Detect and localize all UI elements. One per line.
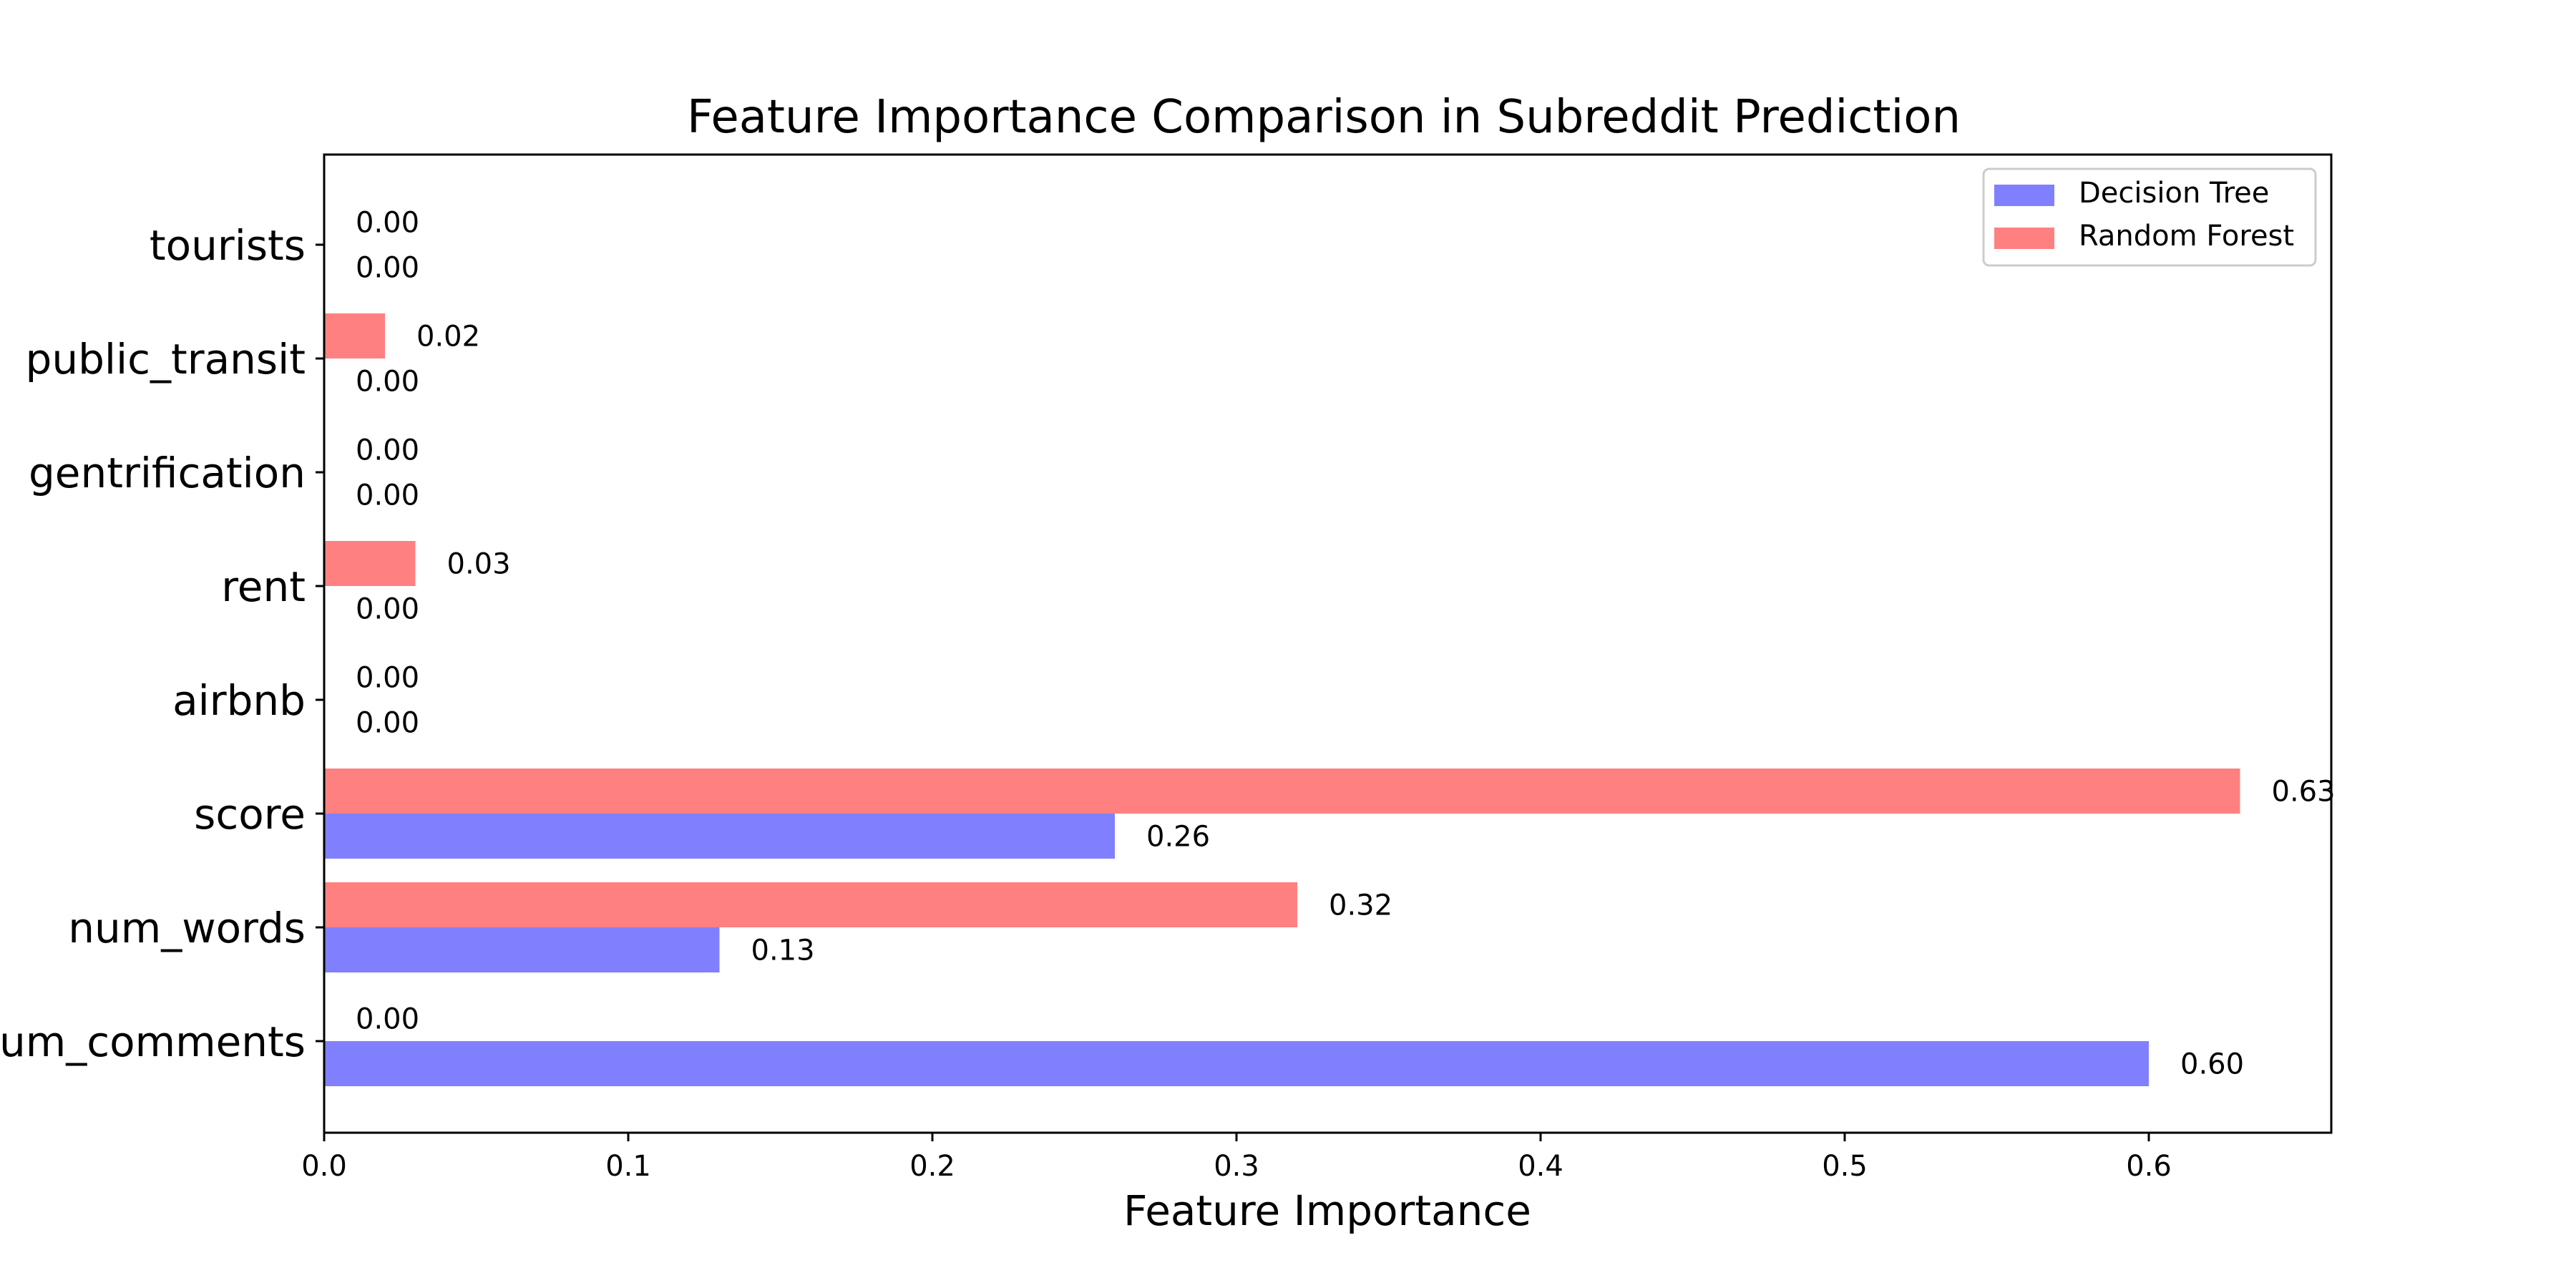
value-label-random-forest-tourists: 0.00 — [356, 207, 419, 240]
value-label-decision-tree-airbnb: 0.00 — [356, 707, 419, 740]
legend: Decision Tree Random Forest — [1982, 167, 2317, 267]
x-axis-label: Feature Importance — [1123, 1186, 1531, 1235]
legend-swatch-random-forest — [1994, 228, 2054, 249]
y-tick-label-num-words: num_words — [68, 904, 306, 952]
bar-random-forest-num-words — [324, 882, 1297, 927]
bar-decision-tree-num-words — [324, 927, 720, 972]
y-tick-label-public-transit: public_transit — [26, 335, 306, 384]
y-tick-label-rent: rent — [221, 562, 306, 611]
value-label-random-forest-num-comments: 0.00 — [356, 1003, 419, 1036]
legend-label-decision-tree: Decision Tree — [2079, 177, 2269, 210]
value-label-random-forest-public-transit: 0.02 — [416, 321, 480, 353]
bar-random-forest-score — [324, 769, 2240, 814]
value-label-decision-tree-rent: 0.00 — [356, 593, 419, 626]
bar-decision-tree-num-comments — [324, 1041, 2149, 1086]
x-tick-label-4: 0.4 — [1518, 1150, 1563, 1183]
value-label-random-forest-gentrification: 0.00 — [356, 434, 419, 467]
bar-decision-tree-score — [324, 814, 1115, 859]
y-tick-label-airbnb: airbnb — [172, 676, 306, 725]
x-tick-label-1: 0.1 — [605, 1150, 651, 1183]
y-tick-label-score: score — [194, 790, 306, 839]
x-tick-label-6: 0.6 — [2126, 1150, 2172, 1183]
chart-title: Feature Importance Comparison in Subredd… — [687, 91, 1961, 144]
value-label-decision-tree-tourists: 0.00 — [356, 252, 419, 285]
value-label-decision-tree-num-words: 0.13 — [751, 935, 815, 967]
y-tick-label-num-comments: num_comments — [0, 1018, 306, 1066]
value-labels-layer: 0.60 0.00 0.13 0.32 0.26 0.63 0.00 0.00 0.00 0.03… — [356, 207, 2336, 1081]
value-label-decision-tree-gentrification: 0.00 — [356, 479, 419, 512]
value-label-decision-tree-num-comments: 0.60 — [2180, 1048, 2244, 1081]
plot-area-frame — [323, 153, 2333, 1134]
y-tick-label-gentrification: gentrification — [29, 449, 306, 497]
bar-random-forest-public-transit — [324, 313, 385, 358]
legend-frame — [1982, 167, 2317, 267]
value-label-decision-tree-score: 0.26 — [1146, 821, 1210, 854]
y-axis: num_comments num_words score airbnb rent gent… — [0, 221, 324, 1066]
value-label-random-forest-rent: 0.03 — [447, 548, 511, 581]
x-axis: 0.0 0.1 0.2 0.3 0.4 0.5 0.6 — [301, 1133, 2172, 1183]
value-label-random-forest-airbnb: 0.00 — [356, 662, 419, 695]
x-tick-label-0: 0.0 — [301, 1150, 347, 1183]
bars-layer — [324, 313, 2240, 1086]
bar-random-forest-rent — [324, 541, 416, 586]
y-tick-label-tourists: tourists — [150, 221, 306, 270]
legend-label-random-forest: Random Forest — [2079, 220, 2294, 253]
x-tick-label-2: 0.2 — [909, 1150, 955, 1183]
value-label-random-forest-score: 0.63 — [2272, 776, 2336, 809]
value-label-random-forest-num-words: 0.32 — [1329, 889, 1392, 922]
x-tick-label-5: 0.5 — [1822, 1150, 1868, 1183]
value-label-decision-tree-public-transit: 0.00 — [356, 366, 419, 399]
legend-swatch-decision-tree — [1994, 185, 2054, 206]
x-tick-label-3: 0.3 — [1214, 1150, 1259, 1183]
